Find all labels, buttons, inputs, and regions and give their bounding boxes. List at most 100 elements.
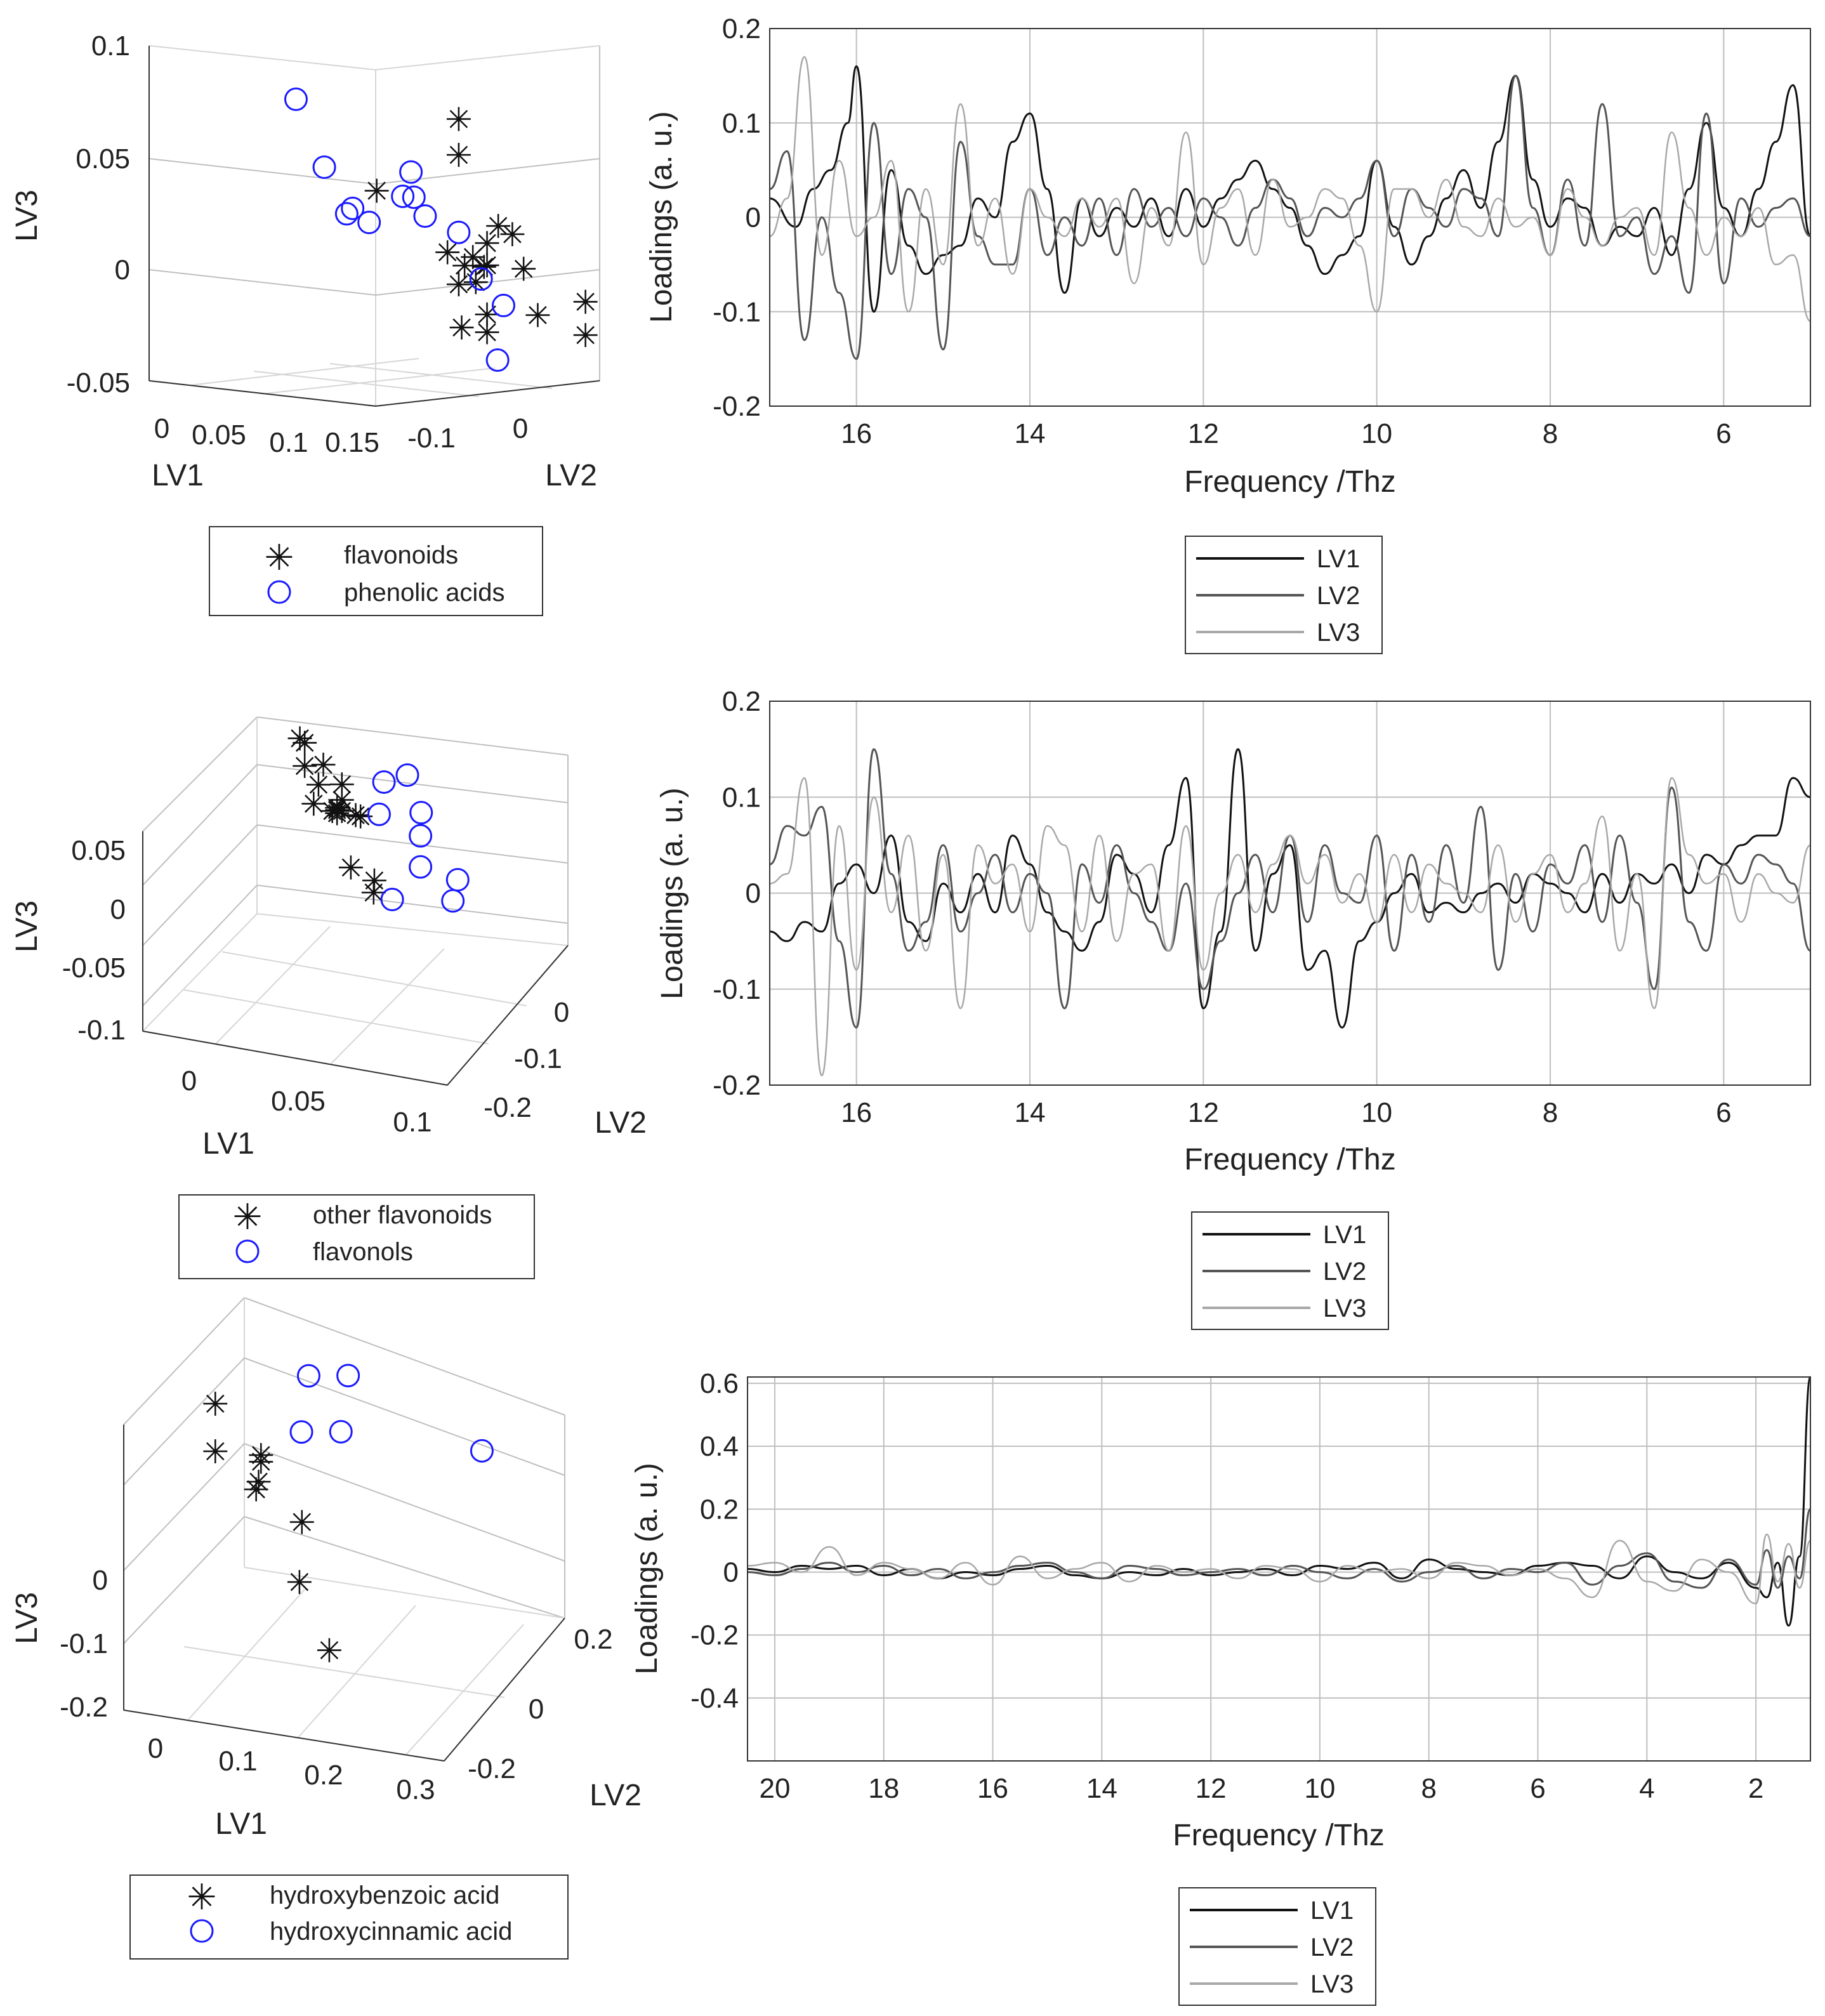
z-tick-label: -0.1 xyxy=(60,1628,108,1659)
x-tick-label: 0 xyxy=(148,1733,163,1764)
loadings-chart-2: 16 14 12 10 8 6 -0.2 -0.1 0 0.1 0.2 Frequency /Thz… xyxy=(656,686,1811,1176)
legend-label: other flavonoids xyxy=(313,1201,492,1229)
scatter-point-asterisk: ✳ xyxy=(286,1565,313,1602)
x-tick-label: 18 xyxy=(868,1773,899,1804)
legend-label: LV1 xyxy=(1310,1897,1354,1925)
y-tick-label: 0 xyxy=(529,1694,544,1725)
y-tick-label: -0.1 xyxy=(407,423,456,454)
legend-asterisk-icon: ✳ xyxy=(187,1877,217,1917)
y-tick-label: 0 xyxy=(513,413,528,444)
x-tick-label: 12 xyxy=(1188,1097,1219,1128)
legend-lines-1: LV1 LV2 LV3 xyxy=(1185,536,1383,654)
scatter-marks: ✳✳✳✳✳✳✳✳✳✳✳ ✳✳✳✳✳✳ ✳ ✳✳ xyxy=(284,87,599,372)
y-tick-label: 0.2 xyxy=(574,1624,612,1655)
y-tick-label: -0.1 xyxy=(713,974,761,1005)
loading-lines xyxy=(769,748,1811,1077)
y-tick-label: -0.4 xyxy=(690,1683,739,1714)
z-tick-label: -0.05 xyxy=(67,367,130,399)
x-axis-label: Frequency /Thz xyxy=(1184,1143,1395,1176)
scatter-point-circle xyxy=(367,802,391,826)
legend-label: LV1 xyxy=(1317,545,1360,573)
y-tick-label: 0.2 xyxy=(722,13,761,44)
scatter-point-asterisk: ✳ xyxy=(310,748,338,784)
scatter-3d-panel-3: 0 -0.1 -0.2 0 0.1 0.2 0.3 -0.2 0 0.2 LV1… xyxy=(10,1297,642,1841)
scatter-point-circle xyxy=(402,185,426,209)
scatter-point-asterisk: ✳ xyxy=(242,1472,270,1509)
x-axis-label: Frequency /Thz xyxy=(1184,465,1395,499)
z-tick-label: -0.2 xyxy=(60,1692,108,1723)
x-tick-label: 2 xyxy=(1748,1773,1763,1804)
scatter-point-circle xyxy=(447,220,471,244)
scatter-point-circle xyxy=(289,1420,313,1444)
series-line-lv2 xyxy=(769,748,1811,1029)
scatter-point-asterisk: ✳ xyxy=(342,798,370,835)
scatter-point-asterisk: ✳ xyxy=(247,1438,275,1475)
legend-lines-3: LV1 LV2 LV3 xyxy=(1178,1887,1376,2006)
y-tick-label: 0.1 xyxy=(722,782,761,813)
series-line-lv1 xyxy=(769,748,1811,1029)
y-tick-label: 0.6 xyxy=(700,1368,739,1399)
legend-scatter-2: ✳ other flavonoids flavonols xyxy=(178,1194,535,1279)
scatter-marks: ✳✳ ✳✳✳✳✳✳✳ xyxy=(201,1364,494,1670)
scatter-3d-box xyxy=(123,1297,565,1762)
scatter-point-asterisk: ✳ xyxy=(291,725,319,762)
scatter-point-asterisk: ✳ xyxy=(286,721,314,758)
legend-label: hydroxycinnamic acid xyxy=(270,1918,512,1946)
scatter-point-circle xyxy=(357,211,381,235)
y-tick-label: -0.2 xyxy=(468,1753,516,1784)
x-tick-label: 10 xyxy=(1361,418,1392,449)
x-tick-label: 12 xyxy=(1196,1773,1227,1804)
y-tick-label: 0.1 xyxy=(722,108,761,139)
legend-scatter-3: ✳ hydroxybenzoic acid hydroxycinnamic ac… xyxy=(129,1874,569,1960)
scatter-point-circle xyxy=(409,801,433,825)
scatter-point-asterisk: ✳ xyxy=(451,248,478,285)
scatter-point-asterisk: ✳ xyxy=(300,786,328,823)
scatter-point-circle xyxy=(445,867,470,892)
scatter-point-asterisk: ✳ xyxy=(499,217,527,254)
scatter-point-circle xyxy=(341,196,365,220)
scatter-point-asterisk: ✳ xyxy=(328,783,356,820)
loadings-chart-1: 16 14 12 10 8 6 -0.2 -0.1 0 0.1 0.2 Frequency /Thz… xyxy=(645,13,1812,499)
scatter-point-asterisk: ✳ xyxy=(319,794,346,831)
tick-labels: 20 18 16 14 12 10 8 6 4 2 -0.4 -0.2 0 0.2 0.4 0.6 xyxy=(690,1368,1763,1804)
scatter-point-asterisk: ✳ xyxy=(328,794,356,831)
scatter-point-asterisk: ✳ xyxy=(328,767,356,804)
scatter-point-asterisk: ✳ xyxy=(291,749,319,786)
tick-labels: 16 14 12 10 8 6 -0.2 -0.1 0 0.1 0.2 xyxy=(713,13,1731,449)
z-axis-label: LV3 xyxy=(10,190,44,242)
scatter-point-asterisk: ✳ xyxy=(201,1434,229,1471)
y-axis-label: Loadings (a. u.) xyxy=(645,111,678,323)
y-tick-label: -0.2 xyxy=(713,391,761,422)
scatter-point-circle xyxy=(296,1364,320,1388)
x-tick-label: 0.2 xyxy=(304,1760,343,1791)
scatter-point-asterisk: ✳ xyxy=(462,265,490,302)
legend-label: LV3 xyxy=(1323,1295,1366,1322)
legend-lines-2: LV1 LV2 LV3 xyxy=(1191,1211,1389,1330)
scatter-point-circle xyxy=(329,1420,353,1444)
x-tick-label: 16 xyxy=(841,1097,872,1128)
series-line-lv2 xyxy=(747,1508,1812,1589)
x-tick-label: 16 xyxy=(841,418,872,449)
y-axis-label: Loadings (a. u.) xyxy=(656,787,689,999)
scatter-point-asterisk: ✳ xyxy=(323,796,351,833)
scatter-point-asterisk: ✳ xyxy=(433,235,461,272)
x-axis-label: LV1 xyxy=(215,1807,267,1841)
legend-circle-icon xyxy=(190,1919,214,1943)
y-tick-label: 0 xyxy=(554,997,569,1028)
x-tick-label: 0.15 xyxy=(325,427,379,458)
y-axis-label: LV2 xyxy=(590,1779,642,1812)
scatter-point-asterisk: ✳ xyxy=(473,315,501,352)
scatter-point-asterisk: ✳ xyxy=(459,240,487,277)
scatter-point-asterisk: ✳ xyxy=(524,298,552,334)
legend-scatter-1: ✳ flavonoids phenolic acids xyxy=(209,526,543,616)
z-tick-label: 0.05 xyxy=(76,143,130,175)
scatter-point-asterisk: ✳ xyxy=(315,1633,343,1670)
z-axis-label: LV3 xyxy=(10,900,44,952)
y-tick-label: 0 xyxy=(746,202,761,234)
y-tick-label: -0.1 xyxy=(713,296,761,327)
z-axis-label: LV3 xyxy=(10,1592,44,1644)
loading-lines xyxy=(769,56,1812,360)
scatter-point-circle xyxy=(391,184,415,208)
y-tick-label: 0.2 xyxy=(700,1494,739,1525)
scatter-point-circle xyxy=(399,160,423,184)
